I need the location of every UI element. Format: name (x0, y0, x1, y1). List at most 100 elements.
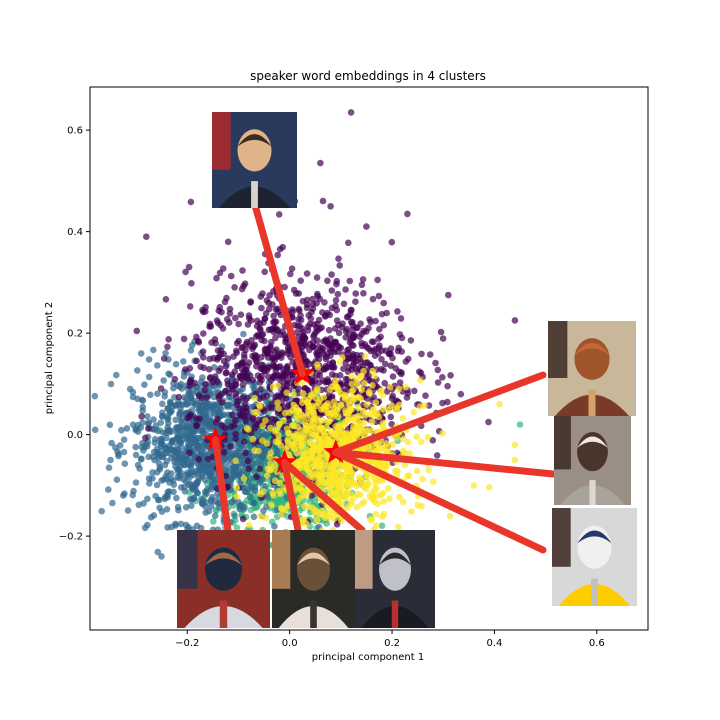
scatter-point (233, 463, 240, 471)
scatter-point (243, 425, 251, 432)
scatter-point (387, 362, 395, 370)
scatter-point (393, 404, 401, 412)
scatter-point (203, 490, 210, 497)
scatter-point (358, 386, 366, 394)
scatter-point (186, 449, 193, 457)
scatter-point (233, 401, 241, 409)
scatter-point (264, 348, 272, 355)
scatter-point (287, 270, 294, 278)
scatter-point (132, 451, 140, 459)
scatter-point (157, 419, 165, 427)
y-tick-label: 0.6 (67, 126, 83, 137)
photo-backdrop (355, 530, 373, 589)
scatter-point (385, 448, 392, 456)
scatter-point (137, 456, 145, 463)
scatter-point (434, 366, 442, 374)
scatter-point (188, 341, 196, 349)
scatter-point (324, 478, 331, 486)
scatter-point (315, 316, 323, 324)
scatter-point (228, 498, 236, 506)
scatter-point (278, 511, 285, 518)
scatter-point (235, 471, 242, 479)
scatter-point (194, 489, 201, 497)
scatter-point (276, 479, 284, 487)
scatter-point (371, 498, 379, 506)
scatter-point (249, 382, 256, 390)
scatter-point (238, 285, 246, 293)
scatter-point (303, 296, 311, 304)
photo-backdrop (272, 530, 291, 589)
scatter-point (400, 435, 407, 443)
scatter-point (240, 330, 247, 338)
scatter-point (140, 500, 147, 507)
scatter-point (225, 319, 233, 326)
scatter-point (364, 481, 372, 489)
scatter-point (226, 305, 234, 313)
scatter-point (321, 299, 328, 306)
scatter-point (251, 424, 259, 432)
scatter-point (175, 427, 182, 435)
scatter-point (332, 338, 339, 346)
scatter-point (259, 290, 266, 297)
scatter-point (343, 468, 351, 476)
portrait-right-2: speaker portrait (554, 416, 631, 505)
scatter-point (109, 499, 116, 507)
scatter-point (335, 421, 343, 429)
scatter-point (299, 456, 306, 463)
scatter-point (297, 316, 305, 324)
scatter-point (158, 447, 165, 455)
scatter-point (156, 466, 164, 473)
scatter-point (269, 415, 277, 423)
scatter-point (108, 439, 115, 447)
scatter-point (342, 359, 349, 367)
scatter-point (138, 396, 146, 404)
scatter-point (389, 373, 397, 380)
scatter-point (380, 367, 387, 374)
scatter-point (434, 379, 442, 386)
scatter-point (187, 347, 195, 354)
scatter-point (242, 417, 249, 425)
scatter-point (134, 367, 141, 374)
scatter-point (292, 483, 300, 491)
scatter-point (407, 337, 415, 344)
scatter-point (159, 413, 166, 420)
scatter-point (150, 416, 157, 423)
scatter-point (285, 429, 292, 437)
scatter-point (375, 459, 383, 467)
scatter-point (251, 354, 259, 362)
scatter-point (187, 198, 195, 206)
scatter-point (358, 330, 366, 338)
scatter-point (239, 410, 246, 417)
scatter-point (347, 310, 354, 318)
scatter-point (370, 347, 378, 355)
scatter-point (219, 325, 227, 332)
scatter-point (353, 503, 361, 511)
scatter-point (301, 503, 308, 510)
scatter-point (245, 465, 253, 473)
photo-collar (588, 389, 596, 416)
scatter-point (342, 286, 349, 293)
scatter-point (347, 336, 355, 344)
scatter-point (396, 379, 404, 386)
scatter-point (363, 401, 371, 408)
scatter-point (149, 475, 156, 482)
scatter-point (330, 412, 337, 420)
scatter-point (354, 480, 362, 488)
scatter-point (414, 501, 422, 509)
scatter-point (162, 472, 170, 480)
scatter-point (232, 435, 239, 443)
scatter-point (239, 515, 247, 523)
scatter-point (381, 379, 389, 387)
scatter-point (211, 364, 218, 371)
scatter-point (330, 398, 338, 406)
scatter-point (170, 481, 178, 489)
scatter-point (158, 553, 165, 560)
scatter-point (437, 328, 445, 336)
scatter-point (245, 359, 253, 366)
scatter-point (383, 309, 391, 317)
photo-backdrop (548, 321, 568, 378)
scatter-point (195, 339, 203, 346)
plot-frame (89, 86, 649, 631)
scatter-point (193, 333, 200, 341)
scatter-point (232, 381, 240, 389)
